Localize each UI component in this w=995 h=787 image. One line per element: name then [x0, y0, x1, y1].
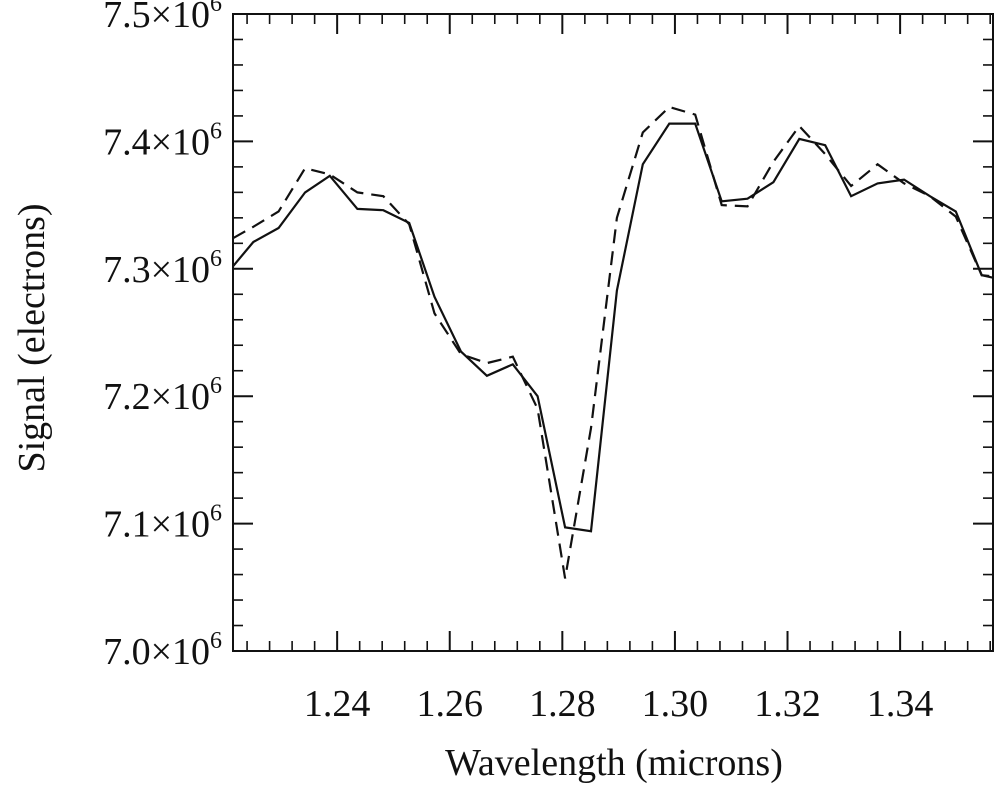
series-line-dashed: [233, 105, 993, 579]
y-tick-label: 7.5×106: [103, 0, 222, 36]
x-tick-label: 1.28: [529, 683, 596, 725]
plot-area: [232, 13, 994, 652]
y-tick-label: 7.4×106: [103, 118, 222, 163]
x-tick-labels: 1.24 1.26 1.28 1.30 1.32 1.34: [304, 683, 933, 725]
y-tick-label: 7.3×106: [103, 246, 222, 291]
x-tick-label: 1.30: [642, 683, 709, 725]
y-tick-label: 7.1×106: [103, 501, 222, 546]
y-axis-label: Signal (electrons): [11, 203, 53, 472]
x-axis-label: Wavelength (microns): [445, 742, 783, 784]
x-tick-label: 1.32: [754, 683, 821, 725]
major-ticks: [233, 13, 993, 652]
series-layer: [233, 105, 993, 579]
x-tick-label: 1.34: [867, 683, 934, 725]
y-tick-label: 7.2×106: [103, 373, 222, 418]
y-tick-labels: 7.0×106 7.1×106 7.2×106 7.3×106 7.4×106 7.5×1…: [103, 0, 222, 673]
plot-frame: [232, 13, 994, 652]
x-tick-label: 1.24: [304, 683, 371, 725]
minor-ticks: [233, 14, 993, 651]
x-tick-label: 1.26: [416, 683, 483, 725]
series-line-solid: [233, 122, 993, 533]
y-tick-label: 7.0×106: [103, 628, 222, 673]
